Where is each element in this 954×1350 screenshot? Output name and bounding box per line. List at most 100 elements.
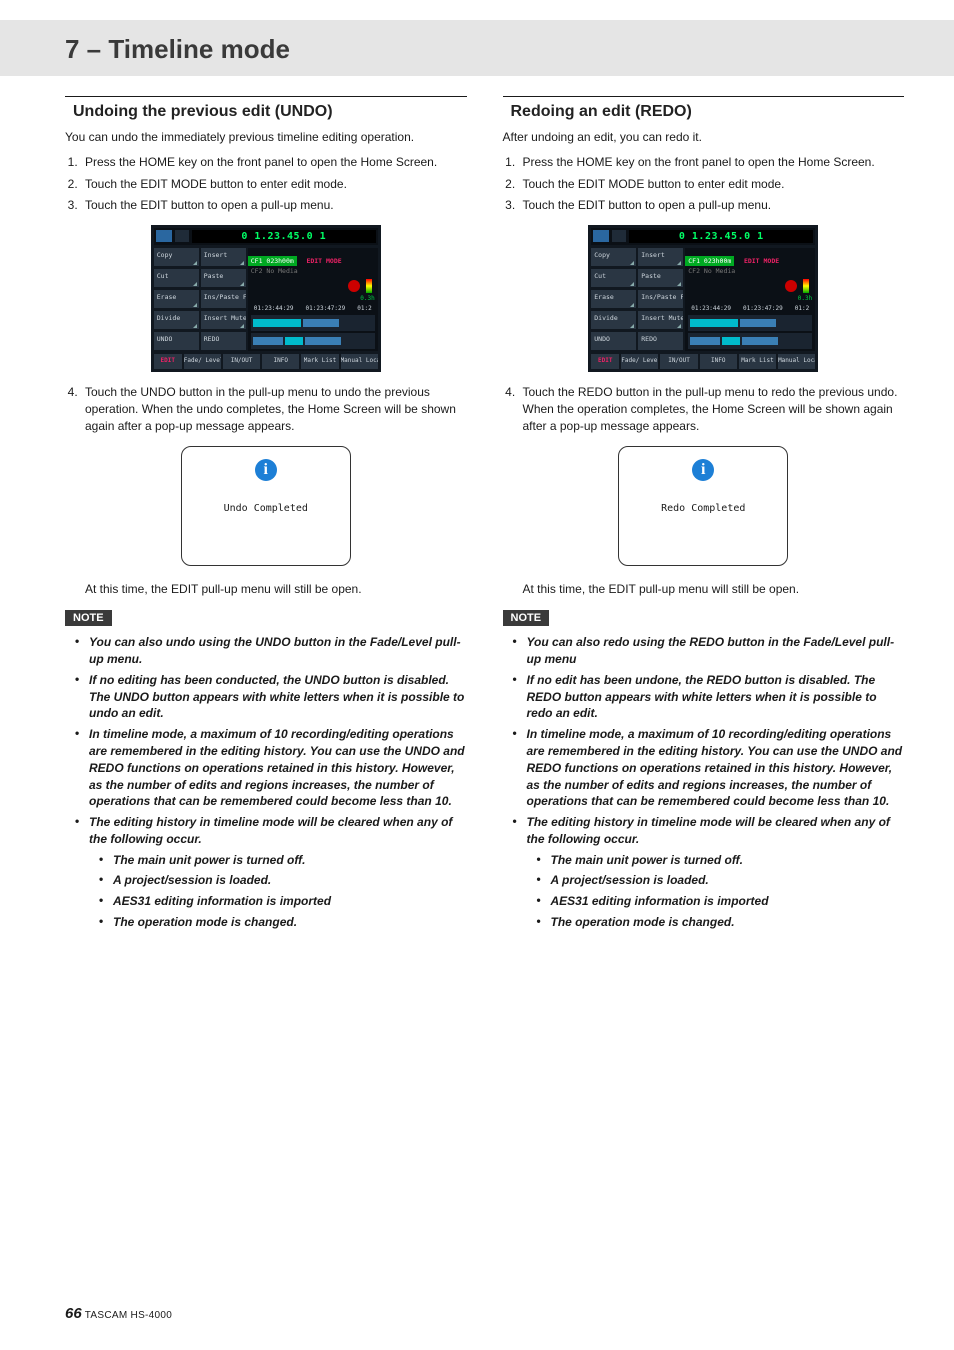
after-popup-text: At this time, the EDIT pull-up menu will… bbox=[523, 581, 905, 598]
popup-message: Undo Completed bbox=[182, 503, 350, 514]
play-icon bbox=[156, 230, 172, 242]
note-subitem: The main unit power is turned off. bbox=[103, 850, 467, 871]
mock-btn-copy: Copy bbox=[154, 248, 199, 266]
redo-intro: After undoing an edit, you can redo it. bbox=[503, 129, 905, 146]
mock-edit-menu: Copy Insert Cut Paste Erase Ins/Paste Fi… bbox=[591, 248, 683, 351]
note-subitem: AES31 editing information is imported bbox=[103, 891, 467, 912]
undo-heading: Undoing the previous edit (UNDO) bbox=[73, 103, 467, 121]
mock-bb-info: INFO bbox=[700, 354, 737, 369]
play-icon bbox=[593, 230, 609, 242]
mock-top-bar: 0 1.23.45.0 1 bbox=[154, 228, 378, 245]
note-item: You can also undo using the UNDO button … bbox=[79, 632, 467, 670]
mock-tc-c: 01:2 bbox=[357, 305, 371, 312]
mock-tc-a: 01:23:44:29 bbox=[254, 305, 294, 312]
note-label: NOTE bbox=[503, 610, 550, 626]
edit-menu-screenshot: 0 1.23.45.0 1 Copy Insert Cut Paste Eras… bbox=[503, 225, 905, 372]
mock-btn-redo: REDO bbox=[201, 332, 246, 350]
mock-timecode: 0 1.23.45.0 1 bbox=[192, 230, 376, 243]
mock-btn-paste: Paste bbox=[638, 269, 683, 287]
note-item: In timeline mode, a maximum of 10 record… bbox=[79, 724, 467, 812]
mock-tc-a: 01:23:44:29 bbox=[691, 305, 731, 312]
mock-btn-cut: Cut bbox=[591, 269, 636, 287]
mock-remain: 0.3h bbox=[688, 295, 812, 302]
mock-tc-b: 01:23:47:29 bbox=[306, 305, 346, 312]
mock-btn-undo: UNDO bbox=[154, 332, 199, 350]
mock-edit-menu: Copy Insert Cut Paste Erase Ins/Paste Fi… bbox=[154, 248, 246, 351]
mock-tracks: 0.3h 01:23:44:29 01:23:47:29 01:2 bbox=[251, 277, 375, 349]
mock-bb-edit: EDIT bbox=[591, 354, 619, 369]
right-column: Redoing an edit (REDO) After undoing an … bbox=[503, 96, 905, 933]
mock-btn-insmute: Insert Mute bbox=[201, 311, 246, 329]
mock-tc-c: 01:2 bbox=[795, 305, 809, 312]
note-item: You can also redo using the REDO button … bbox=[517, 632, 905, 670]
mock-edit-mode: EDIT MODE bbox=[306, 257, 341, 265]
record-icon bbox=[348, 280, 360, 292]
section-rule bbox=[65, 96, 467, 97]
mock-bb-manual: Manual Locate bbox=[341, 354, 378, 369]
note-subitem: AES31 editing information is imported bbox=[541, 891, 905, 912]
chapter-header-bar: 7 – Timeline mode bbox=[0, 20, 954, 76]
manual-page: 7 – Timeline mode Undoing the previous e… bbox=[0, 0, 954, 1350]
mock-btn-erase: Erase bbox=[154, 290, 199, 308]
mock-right-pane: CF1 023h00m EDIT MODE CF2 No Media 0.3h bbox=[248, 248, 378, 351]
mock-btn-inspaste: Ins/Paste File bbox=[201, 290, 246, 308]
mock-bottom-bar: EDIT Fade/ Level IN/OUT INFO Mark List M… bbox=[591, 354, 815, 369]
note-item: If no edit has been undone, the REDO but… bbox=[517, 670, 905, 724]
after-popup-text: At this time, the EDIT pull-up menu will… bbox=[85, 581, 467, 598]
edit-menu-screenshot: 0 1.23.45.0 1 Copy Insert Cut Paste Eras… bbox=[65, 225, 467, 372]
note-item: In timeline mode, a maximum of 10 record… bbox=[517, 724, 905, 812]
mock-main-row: Copy Insert Cut Paste Erase Ins/Paste Fi… bbox=[154, 248, 378, 351]
mock-top-bar: 0 1.23.45.0 1 bbox=[591, 228, 815, 245]
undo-steps: Press the HOME key on the front panel to… bbox=[81, 152, 467, 216]
mock-timecode: 0 1.23.45.0 1 bbox=[629, 230, 813, 243]
mock-tc-b: 01:23:47:29 bbox=[743, 305, 783, 312]
note-subitem: The main unit power is turned off. bbox=[541, 850, 905, 871]
mock-bb-fade: Fade/ Level bbox=[621, 354, 658, 369]
mock-btn-erase: Erase bbox=[591, 290, 636, 308]
section-rule bbox=[503, 96, 905, 97]
popup-mock: i Undo Completed bbox=[181, 446, 351, 566]
mock-bb-fade: Fade/ Level bbox=[184, 354, 221, 369]
mock-btn-inspaste: Ins/Paste File bbox=[638, 290, 683, 308]
popup-message: Redo Completed bbox=[619, 503, 787, 514]
mock-btn-insert: Insert bbox=[201, 248, 246, 266]
mock-btn-insmute: Insert Mute bbox=[638, 311, 683, 329]
info-icon: i bbox=[692, 459, 714, 481]
note-label: NOTE bbox=[65, 610, 112, 626]
popup-mock: i Redo Completed bbox=[618, 446, 788, 566]
mock-btn-copy: Copy bbox=[591, 248, 636, 266]
step-item: Touch the UNDO button in the pull-up men… bbox=[81, 382, 467, 438]
note-list: You can also redo using the REDO button … bbox=[517, 632, 905, 850]
note-item: If no editing has been conducted, the UN… bbox=[79, 670, 467, 724]
mock-cf1: CF1 023h00m bbox=[248, 256, 297, 266]
mock-btn-divide: Divide bbox=[591, 311, 636, 329]
device-mock: 0 1.23.45.0 1 Copy Insert Cut Paste Eras… bbox=[588, 225, 818, 372]
pause-icon bbox=[175, 230, 189, 242]
note-subitem: The operation mode is changed. bbox=[541, 912, 905, 933]
mock-btn-divide: Divide bbox=[154, 311, 199, 329]
meter-icon bbox=[366, 279, 372, 293]
redo-steps-cont: Touch the REDO button in the pull-up men… bbox=[519, 382, 905, 438]
mock-tracks: 0.3h 01:23:44:29 01:23:47:29 01:2 bbox=[688, 277, 812, 349]
device-mock: 0 1.23.45.0 1 Copy Insert Cut Paste Eras… bbox=[151, 225, 381, 372]
step-item: Touch the EDIT button to open a pull-up … bbox=[81, 195, 467, 216]
mock-bb-inout: IN/OUT bbox=[223, 354, 260, 369]
mock-btn-undo: UNDO bbox=[591, 332, 636, 350]
redo-steps: Press the HOME key on the front panel to… bbox=[519, 152, 905, 216]
mock-btn-cut: Cut bbox=[154, 269, 199, 287]
note-subitem: The operation mode is changed. bbox=[103, 912, 467, 933]
redo-popup-screenshot: i Redo Completed bbox=[503, 446, 905, 571]
two-column-layout: Undoing the previous edit (UNDO) You can… bbox=[65, 96, 904, 933]
mock-btn-paste: Paste bbox=[201, 269, 246, 287]
mock-btn-insert: Insert bbox=[638, 248, 683, 266]
undo-intro: You can undo the immediately previous ti… bbox=[65, 129, 467, 146]
mock-cf2: CF2 No Media bbox=[685, 267, 779, 275]
mock-main-row: Copy Insert Cut Paste Erase Ins/Paste Fi… bbox=[591, 248, 815, 351]
note-sublist: The main unit power is turned off. A pro… bbox=[103, 850, 467, 933]
step-item: Touch the EDIT MODE button to enter edit… bbox=[519, 174, 905, 195]
page-number: 66 bbox=[65, 1305, 82, 1322]
step-item: Press the HOME key on the front panel to… bbox=[519, 152, 905, 173]
left-column: Undoing the previous edit (UNDO) You can… bbox=[65, 96, 467, 933]
page-footer: 66 TASCAM HS-4000 bbox=[65, 1305, 172, 1322]
note-sublist: The main unit power is turned off. A pro… bbox=[541, 850, 905, 933]
